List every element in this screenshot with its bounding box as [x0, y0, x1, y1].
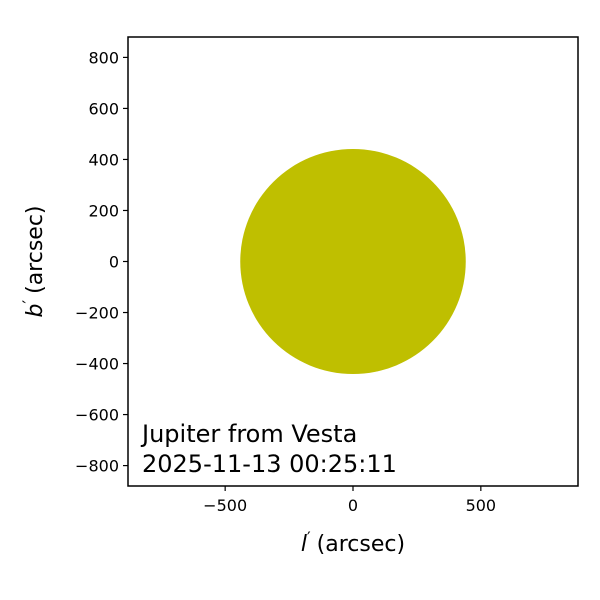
y-tick-label: 800 — [88, 48, 119, 67]
y-tick-label: −200 — [75, 304, 119, 323]
y-axis-label: b′ (arcsec) — [19, 205, 48, 317]
jupiter-disk — [240, 148, 466, 375]
plot-area — [240, 148, 466, 375]
y-tick-label: 400 — [88, 150, 119, 169]
annotation-timestamp: 2025-11-13 00:25:11 — [142, 450, 397, 478]
y-tick-label: −400 — [75, 355, 119, 374]
y-tick-label: 600 — [88, 99, 119, 118]
x-tick-label: 0 — [348, 496, 358, 515]
y-axis-prime: ′ — [19, 300, 38, 304]
x-axis-symbol: l — [301, 532, 307, 557]
y-tick-label: 0 — [109, 253, 119, 272]
annotation-title: Jupiter from Vesta — [140, 420, 357, 448]
y-axis-unit: (arcsec) — [23, 205, 48, 293]
y-tick-label: −600 — [75, 406, 119, 425]
x-tick-label: −500 — [203, 496, 247, 515]
y-axis-symbol: b — [23, 304, 48, 318]
y-axis-label-group: b′ (arcsec) — [19, 205, 48, 317]
x-axis-ticks: −500 0 500 — [203, 486, 496, 515]
x-tick-label: 500 — [466, 496, 497, 515]
x-axis-unit: (arcsec) — [317, 532, 405, 557]
y-tick-label: −800 — [75, 457, 119, 476]
x-axis-label: l′ (arcsec) — [301, 528, 405, 557]
x-axis-prime: ′ — [307, 528, 311, 547]
y-axis-ticks: −800 −600 −400 −200 0 200 400 600 800 — [75, 48, 128, 476]
y-tick-label: 200 — [88, 201, 119, 220]
